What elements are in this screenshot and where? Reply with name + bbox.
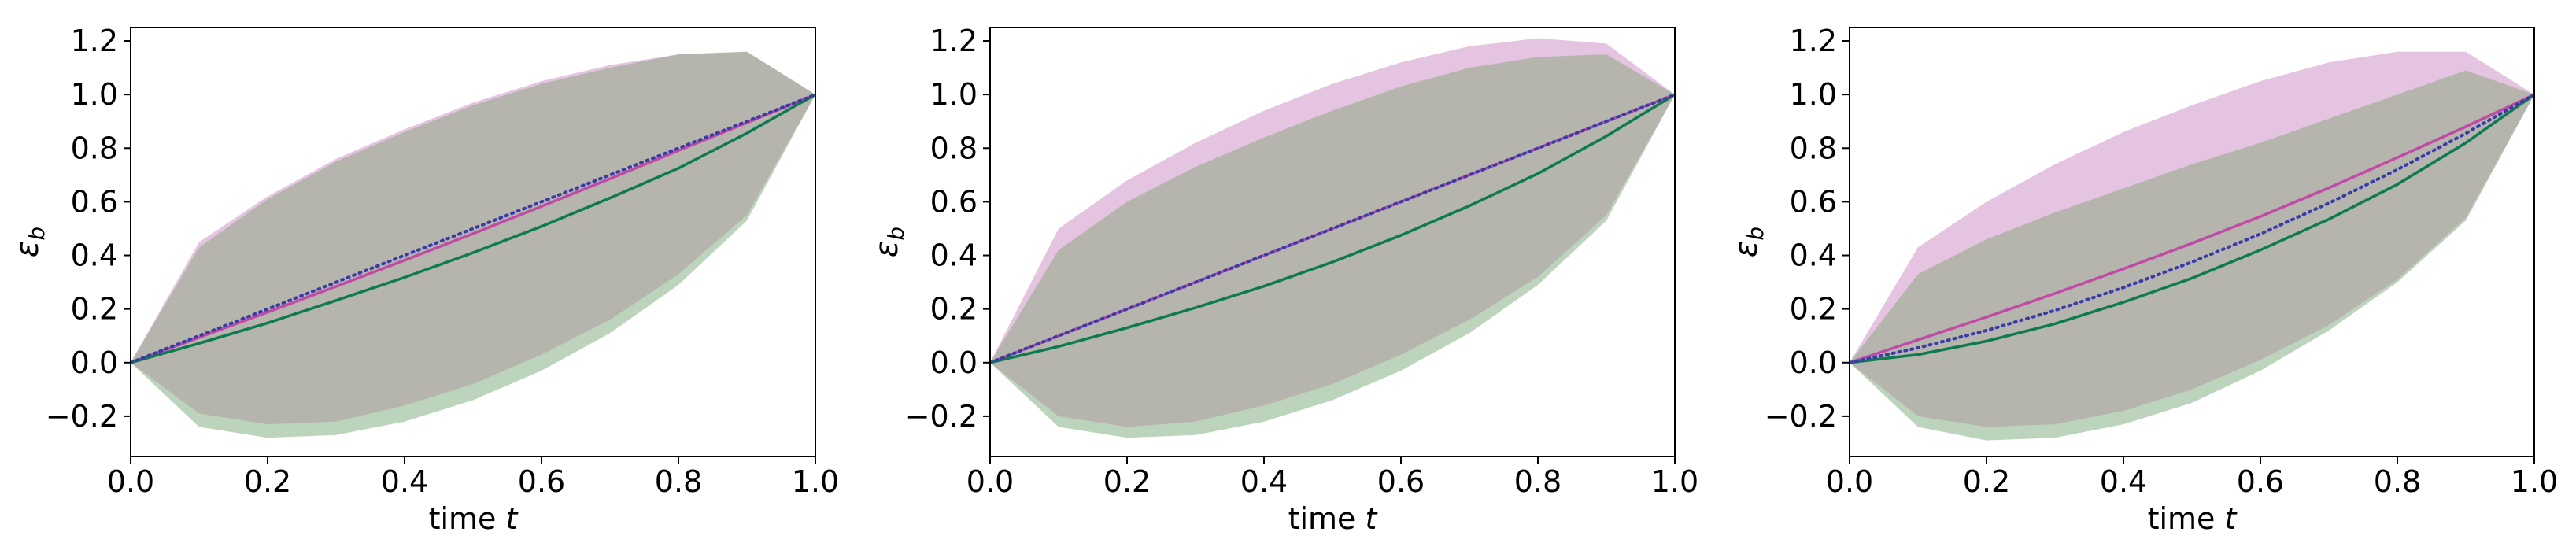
y-tick-label: −0.2 — [905, 399, 978, 434]
y-tick-label: 0.4 — [930, 238, 978, 273]
x-tick-label: 0.0 — [1826, 464, 1873, 499]
x-tick-label: 0.8 — [655, 464, 702, 499]
axes-frame — [1849, 27, 2535, 457]
dotted-series-line — [990, 93, 1675, 364]
x-tick-label: 0.4 — [381, 464, 428, 499]
subplot-3: 0.0 0.2 0.4 0.6 0.8 1.0 −0.2 0.0 0.2 0.4 0.6 0.8 1.0… — [1728, 24, 2558, 536]
axes-frame — [130, 27, 816, 457]
x-tick-label: 0.4 — [2100, 464, 2147, 499]
y-tick-label: 0.2 — [1790, 292, 1837, 327]
x-tick-label: 0.2 — [1963, 464, 2010, 499]
y-tick-label: 0.0 — [71, 345, 118, 380]
x-tick-label: 0.6 — [518, 464, 565, 499]
y-tick-label: 1.2 — [930, 24, 978, 58]
subplot-1: 0.0 0.2 0.4 0.6 0.8 1.0 −0.2 0.0 0.2 0.4 0.6 0.8 1.0… — [9, 24, 839, 536]
plot-area — [1850, 51, 2534, 441]
x-tick-label: 0.6 — [2237, 464, 2284, 499]
y-axis-label: εb — [9, 227, 50, 257]
x-tick-label: 0.8 — [2374, 464, 2421, 499]
y-tick-label: 1.2 — [1790, 24, 1837, 58]
y-axis-label: εb — [869, 227, 909, 257]
axes-frame — [989, 27, 1676, 457]
dotted-series-line — [131, 93, 815, 364]
x-tick-label: 1.0 — [792, 464, 839, 499]
y-tick-label: 1.2 — [71, 24, 118, 58]
y-tick-label: 0.2 — [71, 292, 118, 327]
x-tick-label: 1.0 — [1651, 464, 1698, 499]
y-tick-label: 0.6 — [1790, 184, 1837, 219]
green-series-line — [131, 93, 815, 364]
x-tick-label: 0.0 — [966, 464, 1014, 499]
y-axis-label: εb — [1728, 227, 1768, 257]
y-tick-label: 0.8 — [71, 131, 118, 165]
y-tick-label: 0.4 — [71, 238, 118, 273]
x-tick-label: 0.0 — [107, 464, 154, 499]
plot-area — [990, 38, 1675, 438]
x-axis-label: time t — [429, 501, 519, 536]
y-tick-label: 0.8 — [930, 131, 978, 165]
plot-area — [131, 51, 815, 438]
y-tick-label: 0.0 — [930, 345, 978, 380]
x-tick-label: 0.8 — [1514, 464, 1561, 499]
y-tick-label: 0.4 — [1790, 238, 1837, 273]
y-tick-label: −0.2 — [1765, 399, 1837, 434]
y-tick-label: 0.2 — [930, 292, 978, 327]
y-tick-label: 0.0 — [1790, 345, 1837, 380]
x-axis-label: time t — [2148, 501, 2238, 536]
x-tick-label: 0.2 — [1103, 464, 1151, 499]
y-tick-label: 1.0 — [71, 77, 118, 112]
band-overlap — [131, 51, 815, 425]
y-tick-label: 0.8 — [1790, 131, 1837, 165]
y-tick-label: 0.6 — [71, 184, 118, 219]
y-tick-label: −0.2 — [46, 399, 118, 434]
x-tick-label: 0.2 — [244, 464, 291, 499]
y-tick-label: 1.0 — [930, 77, 978, 112]
y-tick-label: 0.6 — [930, 184, 978, 219]
green-series-line — [990, 93, 1675, 364]
x-tick-label: 0.6 — [1377, 464, 1425, 499]
magenta-series-line — [131, 93, 815, 364]
x-tick-label: 0.4 — [1240, 464, 1288, 499]
band-overlap — [1850, 70, 2534, 427]
subplot-2: 0.0 0.2 0.4 0.6 0.8 1.0 −0.2 0.0 0.2 0.4 0.6 0.8 1.0… — [869, 24, 1698, 536]
band-overlap — [990, 54, 1675, 427]
x-axis-label: time t — [1288, 501, 1379, 536]
x-tick-label: 1.0 — [2511, 464, 2558, 499]
magenta-series-line — [1850, 93, 2534, 364]
green-series-line — [1850, 93, 2534, 364]
y-tick-label: 1.0 — [1790, 77, 1837, 112]
